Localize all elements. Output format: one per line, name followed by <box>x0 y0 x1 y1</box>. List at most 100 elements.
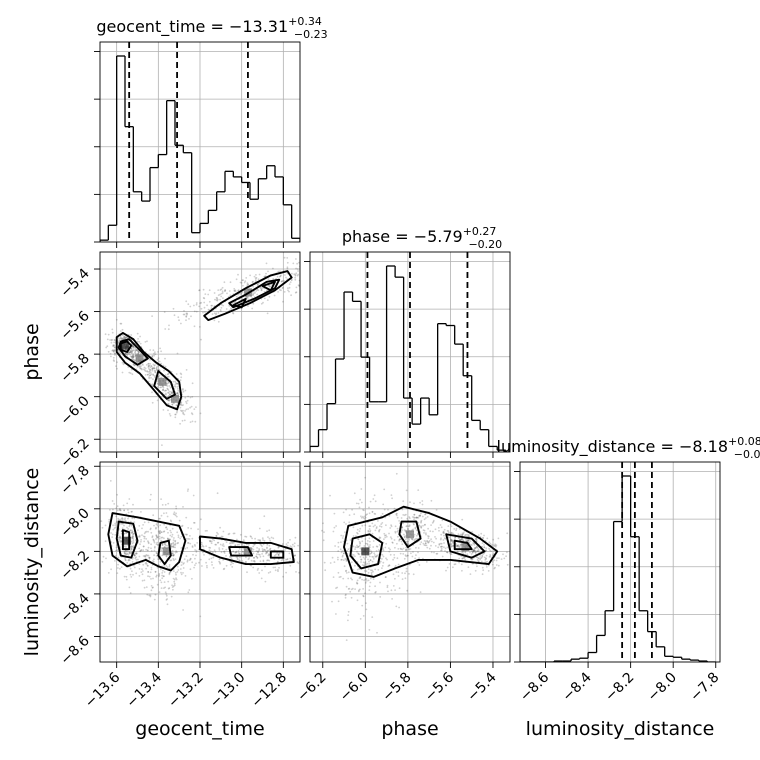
sample-point <box>459 543 462 546</box>
sample-point <box>359 556 362 558</box>
sample-point <box>239 281 242 284</box>
sample-point <box>401 548 404 551</box>
sample-point <box>467 535 470 538</box>
sample-point <box>462 533 465 535</box>
sample-point <box>150 585 153 587</box>
sample-point <box>174 514 177 517</box>
sample-point <box>160 514 163 517</box>
sample-point <box>130 348 133 350</box>
sample-point <box>269 547 272 550</box>
sample-point <box>286 257 289 259</box>
sample-point <box>168 572 171 575</box>
sample-point <box>191 413 194 416</box>
sample-point <box>325 553 327 555</box>
sample-point <box>356 579 359 582</box>
sample-point <box>494 543 496 546</box>
sample-point <box>225 564 228 567</box>
sample-point <box>137 338 140 340</box>
sample-point <box>131 542 134 545</box>
sample-point <box>282 575 284 578</box>
sample-point <box>154 353 157 356</box>
sample-point <box>143 537 146 540</box>
sample-point <box>398 606 400 609</box>
sample-point <box>265 272 267 275</box>
y-tick-label: −6.0 <box>57 393 92 428</box>
sample-point <box>166 383 169 385</box>
sample-point <box>266 530 268 532</box>
sample-point <box>113 527 116 530</box>
sample-point <box>394 577 396 580</box>
sample-point <box>177 536 180 539</box>
sample-point <box>359 543 361 545</box>
sample-point <box>139 335 142 338</box>
sample-point <box>117 519 120 521</box>
sample-point <box>467 566 470 569</box>
sample-point <box>203 301 206 304</box>
sample-point <box>175 507 178 510</box>
sample-point <box>118 536 121 538</box>
sample-point <box>472 550 475 552</box>
sample-point <box>169 571 172 573</box>
sample-point <box>243 281 246 284</box>
sample-point <box>277 291 279 293</box>
sample-point <box>260 289 263 292</box>
sample-point <box>392 573 395 576</box>
x-tick-label: −8.0 <box>645 670 680 705</box>
sample-point <box>144 341 147 343</box>
sample-point <box>294 554 296 557</box>
sample-point <box>295 286 298 289</box>
sample-point <box>147 554 150 557</box>
sample-point <box>295 267 297 270</box>
sample-point <box>168 565 171 568</box>
sample-point <box>234 290 237 293</box>
sample-point <box>414 527 417 530</box>
sample-point <box>375 527 378 530</box>
sample-point <box>174 380 177 383</box>
sample-point <box>374 513 377 515</box>
sample-point <box>119 322 122 325</box>
sample-point <box>298 285 300 287</box>
sample-point <box>203 297 206 300</box>
sample-point <box>223 290 226 293</box>
sample-point <box>482 553 484 555</box>
sample-point <box>132 363 135 365</box>
sample-point <box>289 281 292 283</box>
panel-hist-geocent_time <box>94 41 301 248</box>
sample-point <box>350 588 353 591</box>
sample-point <box>263 290 266 293</box>
sample-point <box>280 274 282 277</box>
sample-point <box>289 564 292 567</box>
sample-point <box>141 579 144 582</box>
sample-point <box>148 367 150 370</box>
sample-point <box>475 538 478 541</box>
sample-point <box>483 552 485 555</box>
sample-point <box>166 387 169 390</box>
sample-point <box>145 538 148 540</box>
sample-point <box>363 517 366 520</box>
sample-point <box>165 594 168 597</box>
sample-point <box>134 350 137 353</box>
sample-point <box>333 561 336 563</box>
sample-point <box>143 579 146 582</box>
sample-point <box>163 587 165 589</box>
sample-point <box>182 609 185 611</box>
sample-point <box>138 350 140 353</box>
sample-point <box>440 549 442 552</box>
sample-point <box>432 520 435 523</box>
sample-point <box>489 542 492 545</box>
sample-point <box>337 546 340 548</box>
sample-point <box>314 270 316 272</box>
sample-point <box>206 566 208 569</box>
sample-point <box>262 543 265 546</box>
sample-point <box>165 599 168 601</box>
sample-point <box>370 571 373 574</box>
sample-point <box>179 422 182 425</box>
sample-point <box>371 532 374 535</box>
sample-point <box>258 548 260 550</box>
sample-point <box>351 578 353 581</box>
sample-point <box>368 589 371 591</box>
sample-point <box>138 555 141 558</box>
sample-point <box>216 541 219 544</box>
sample-point <box>255 550 258 552</box>
sample-point <box>381 512 384 515</box>
